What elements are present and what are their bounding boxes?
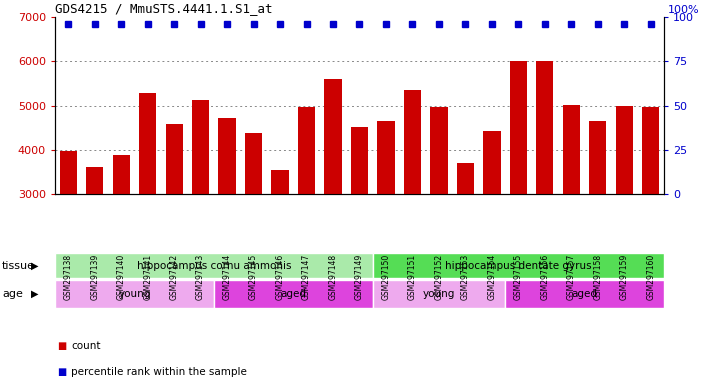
Text: GSM297138: GSM297138 <box>64 254 73 300</box>
Bar <box>192 100 209 326</box>
Text: aged: aged <box>572 289 598 299</box>
Bar <box>113 155 130 326</box>
Bar <box>245 133 262 326</box>
Text: GSM297156: GSM297156 <box>540 254 549 300</box>
Text: GSM297158: GSM297158 <box>593 254 603 300</box>
Text: GSM297157: GSM297157 <box>567 254 575 300</box>
Text: GSM297148: GSM297148 <box>328 254 338 300</box>
Bar <box>510 61 527 326</box>
Text: GSM297142: GSM297142 <box>170 254 178 300</box>
Bar <box>59 151 77 326</box>
Text: GSM297149: GSM297149 <box>355 254 364 300</box>
Bar <box>214 280 373 308</box>
Text: GSM297145: GSM297145 <box>249 254 258 300</box>
Text: GSM297153: GSM297153 <box>461 254 470 300</box>
Bar <box>271 170 288 326</box>
Bar <box>324 79 341 326</box>
Text: ■: ■ <box>57 341 66 351</box>
Bar <box>457 163 474 326</box>
Text: ▶: ▶ <box>31 261 38 271</box>
Text: GSM297159: GSM297159 <box>620 254 629 300</box>
Text: GSM297155: GSM297155 <box>514 254 523 300</box>
Bar <box>536 61 553 326</box>
Bar <box>373 280 505 308</box>
Bar <box>55 280 214 308</box>
Text: GSM297141: GSM297141 <box>144 254 152 300</box>
Bar <box>505 280 664 308</box>
Text: GSM297139: GSM297139 <box>90 254 99 300</box>
Text: ▶: ▶ <box>31 289 38 299</box>
Text: GSM297147: GSM297147 <box>302 254 311 300</box>
Bar <box>166 124 183 326</box>
Bar <box>139 93 156 326</box>
Text: GSM297144: GSM297144 <box>223 254 231 300</box>
Bar <box>55 253 373 278</box>
Text: GSM297151: GSM297151 <box>408 254 417 300</box>
Text: tissue: tissue <box>2 261 35 271</box>
Text: GSM297160: GSM297160 <box>646 254 655 300</box>
Text: GDS4215 / MmuSTS.4441.1.S1_at: GDS4215 / MmuSTS.4441.1.S1_at <box>55 2 273 15</box>
Bar <box>563 105 580 326</box>
Text: age: age <box>2 289 23 299</box>
Text: 100%: 100% <box>668 5 699 15</box>
Text: GSM297150: GSM297150 <box>381 254 391 300</box>
Text: GSM297140: GSM297140 <box>116 254 126 300</box>
Bar <box>218 118 236 326</box>
Bar <box>373 253 664 278</box>
Text: count: count <box>71 341 101 351</box>
Text: aged: aged <box>281 289 306 299</box>
Bar <box>351 127 368 326</box>
Text: GSM297154: GSM297154 <box>488 254 496 300</box>
Bar <box>589 121 606 326</box>
Text: young: young <box>119 289 151 299</box>
Text: percentile rank within the sample: percentile rank within the sample <box>71 367 247 377</box>
Text: hippocampus dentate gyrus: hippocampus dentate gyrus <box>445 261 592 271</box>
Bar <box>615 106 633 326</box>
Bar <box>431 108 448 326</box>
Bar <box>298 108 315 326</box>
Bar <box>404 90 421 326</box>
Text: GSM297143: GSM297143 <box>196 254 205 300</box>
Text: GSM297152: GSM297152 <box>434 254 443 300</box>
Bar <box>86 167 104 326</box>
Text: ■: ■ <box>57 367 66 377</box>
Bar <box>483 131 501 326</box>
Text: GSM297146: GSM297146 <box>276 254 285 300</box>
Text: hippocampus cornu ammonis: hippocampus cornu ammonis <box>136 261 291 271</box>
Text: young: young <box>423 289 455 299</box>
Bar <box>378 121 395 326</box>
Bar <box>642 108 660 326</box>
